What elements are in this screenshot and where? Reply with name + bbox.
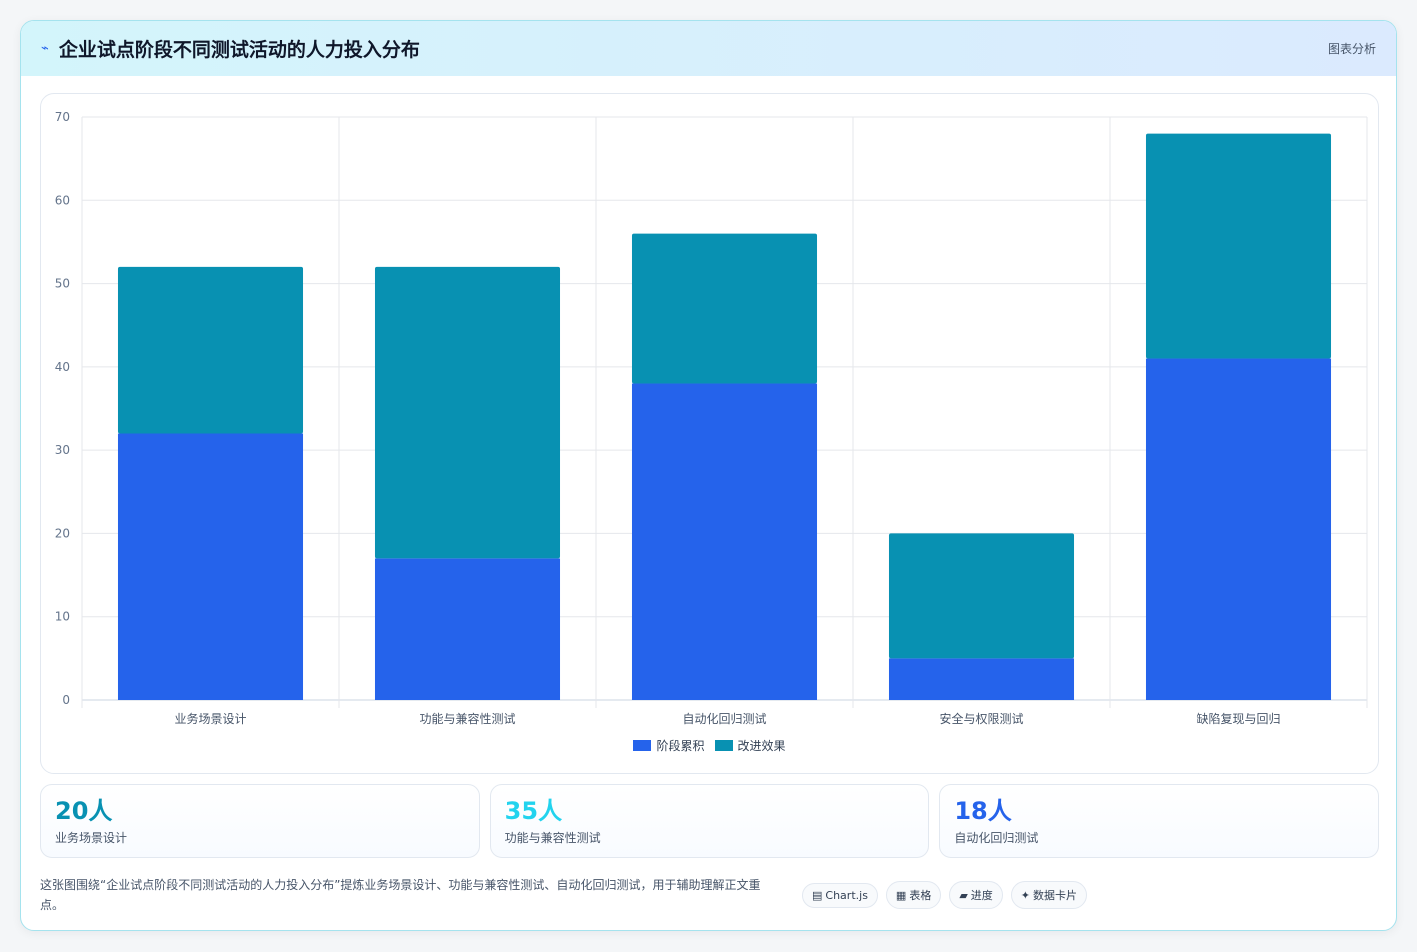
x-tick-label: 功能与兼容性测试 [419, 711, 515, 726]
bar-segment [1145, 133, 1332, 359]
stat-card-1: 35人 功能与兼容性测试 [489, 784, 930, 858]
legend-item-1[interactable]: 改进效果 [714, 737, 786, 754]
pill-label: 数据卡片 [1033, 889, 1078, 902]
stat-label-2: 自动化回归测试 [954, 831, 1039, 845]
x-tick-label: 安全与权限测试 [939, 711, 1023, 726]
bar-segment [117, 433, 304, 700]
stat-value-0: 20人 [55, 797, 113, 825]
chart-line-icon: ⌁ [41, 41, 49, 56]
bar-chart: 0 10 20 30 40 50 60 70 业务场景设计 功能与兼容性测试 自动化回归测试 安全与权… [55, 110, 1368, 726]
x-tick-label: 自动化回归测试 [682, 711, 766, 726]
chart-legend[interactable]: 阶段累积 改进效果 [41, 737, 1378, 754]
pill-label: 表格 [909, 889, 932, 902]
pill-label: Chart.js [825, 888, 868, 902]
bar-segment [888, 658, 1075, 700]
card-header: ⌁ 企业试点阶段不同测试活动的人力投入分布 图表分析 [21, 21, 1396, 76]
card-footer: 这张图围绕“企业试点阶段不同测试活动的人力投入分布”提炼业务场景设计、功能与兼容… [40, 873, 1379, 917]
legend-label-0: 阶段累积 [656, 739, 705, 753]
sparkle-icon: ✦ [1020, 889, 1031, 902]
bar-segment [631, 383, 818, 700]
pill-chartjs[interactable]: ▤ Chart.js [802, 882, 878, 908]
y-tick-label: 40 [55, 360, 70, 374]
legend-swatch-0 [633, 740, 652, 751]
pill-table[interactable]: ▦ 表格 [885, 881, 942, 909]
table-icon: ▦ [895, 889, 907, 902]
stat-value-2: 18人 [954, 797, 1012, 825]
x-tick-label: 业务场景设计 [174, 711, 246, 726]
chart-icon: ▤ [812, 888, 823, 902]
y-tick-label: 50 [55, 277, 70, 291]
y-tick-label: 20 [55, 526, 70, 540]
stat-card-0: 20人 业务场景设计 [40, 784, 480, 858]
chart-area: 0 10 20 30 40 50 60 70 业务场景设计 功能与兼容性测试 自动化回归测试 安全与权… [40, 93, 1379, 774]
y-tick-label: 30 [55, 443, 70, 457]
pill-data-card[interactable]: ✦ 数据卡片 [1010, 881, 1088, 909]
legend-swatch-1 [714, 740, 733, 751]
y-tick-label: 10 [55, 610, 70, 624]
pill-label: 进度 [970, 889, 993, 902]
bar-segment [374, 558, 561, 700]
stat-cards: 20人 业务场景设计 35人 功能与兼容性测试 18人 自动化回归测试 [40, 784, 1380, 858]
chart-card: ⌁ 企业试点阶段不同测试活动的人力投入分布 图表分析 0 10 20 30 40 50 60… [20, 20, 1397, 931]
bar-segment [374, 266, 561, 559]
y-tick-label: 70 [55, 110, 70, 124]
bar-segment [117, 266, 304, 434]
pill-progress[interactable]: ▰ 进度 [949, 881, 1003, 909]
stat-card-2: 18人 自动化回归测试 [939, 784, 1380, 858]
chart-analysis-tag: 图表分析 [1327, 42, 1376, 56]
bar-segment [1145, 358, 1332, 700]
progress-icon: ▰ [959, 889, 968, 902]
chart-description: 这张图围绕“企业试点阶段不同测试活动的人力投入分布”提炼业务场景设计、功能与兼容… [40, 878, 761, 912]
chart-title: 企业试点阶段不同测试活动的人力投入分布 [58, 39, 420, 61]
stat-label-1: 功能与兼容性测试 [504, 831, 601, 845]
stat-value-1: 35人 [504, 797, 563, 825]
y-tick-label: 0 [62, 693, 70, 707]
y-tick-label: 60 [55, 193, 70, 207]
title-wrap: ⌁ 企业试点阶段不同测试活动的人力投入分布 [41, 35, 420, 62]
stat-label-0: 业务场景设计 [55, 831, 128, 845]
bar-segment [888, 533, 1075, 659]
bar-segment [631, 233, 818, 384]
x-tick-label: 缺陷复现与回归 [1196, 711, 1280, 726]
legend-label-1: 改进效果 [737, 739, 786, 753]
legend-item-0[interactable]: 阶段累积 [633, 737, 705, 754]
